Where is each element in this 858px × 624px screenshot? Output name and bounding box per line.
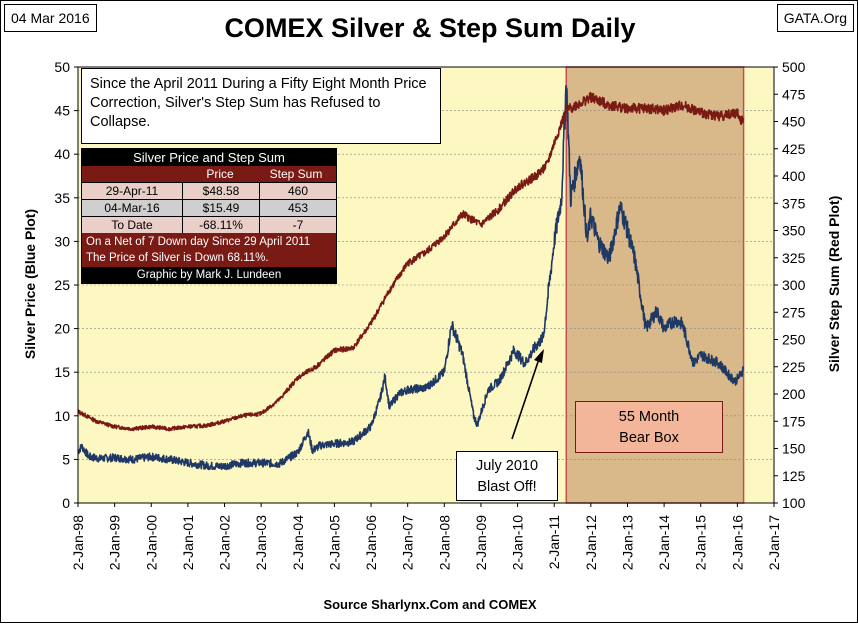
y-axis-right-label: Silver Step Sum (Red Plot) xyxy=(826,196,842,373)
site-label: GATA.Org xyxy=(776,4,854,32)
series-line-step-sum xyxy=(77,91,745,432)
y-tick-label-left: 0 xyxy=(62,495,70,511)
y-tick-label-left: 10 xyxy=(54,408,70,424)
table-header-row: Price Step Sum xyxy=(82,166,336,182)
x-tick-label: 2-Jan-15 xyxy=(693,515,709,570)
y-tick-label-left: 40 xyxy=(54,146,70,162)
table-cell: $48.58 xyxy=(183,183,260,199)
x-tick-label: 2-Jan-04 xyxy=(290,515,306,570)
x-tick-label: 2-Jan-14 xyxy=(656,515,672,570)
y-tick-label-right: 475 xyxy=(782,86,806,102)
chart-title: COMEX Silver & Step Sum Daily xyxy=(224,13,636,43)
y-tick-label-right: 325 xyxy=(782,250,806,266)
table-cell: -7 xyxy=(260,217,336,233)
y-tick-label-right: 200 xyxy=(782,386,806,402)
x-tick-label: 2-Jan-11 xyxy=(546,515,562,569)
y-tick-label-left: 5 xyxy=(62,451,70,467)
x-tick-label: 2-Jan-06 xyxy=(363,515,379,570)
annotation-note: Since the April 2011 During a Fifty Eigh… xyxy=(81,68,441,144)
y-tick-label-right: 150 xyxy=(782,441,806,457)
y-tick-label-left: 50 xyxy=(54,59,70,75)
y-tick-label-right: 125 xyxy=(782,468,806,484)
blast-off-arrowhead xyxy=(534,349,544,363)
table-cell: 453 xyxy=(260,200,336,216)
y-tick-label-right: 275 xyxy=(782,304,806,320)
x-tick-label: 2-Jan-17 xyxy=(766,515,782,570)
y-tick-label-right: 300 xyxy=(782,277,806,293)
x-tick-label: 2-Jan-98 xyxy=(70,515,86,570)
x-tick-label: 2-Jan-13 xyxy=(619,515,635,570)
y-tick-label-right: 175 xyxy=(782,413,806,429)
table-credit: Graphic by Mark J. Lundeen xyxy=(82,267,336,283)
blast-off-annotation: July 2010 Blast Off! xyxy=(456,451,558,501)
y-tick-label-left: 20 xyxy=(54,321,70,337)
table-cell: -68.11% xyxy=(183,217,260,233)
table-title: Silver Price and Step Sum xyxy=(82,149,336,166)
table-header-cell: Step Sum xyxy=(269,167,323,181)
table-cell: 04-Mar-16 xyxy=(82,200,183,216)
summary-table: Silver Price and Step Sum Price Step Sum… xyxy=(81,148,337,284)
bear-box-line: Bear Box xyxy=(619,430,679,446)
x-tick-label: 2-Jan-01 xyxy=(180,515,196,570)
x-tick-label: 2-Jan-99 xyxy=(107,515,123,570)
x-tick-label: 2-Jan-02 xyxy=(217,515,233,570)
y-tick-label-right: 350 xyxy=(782,223,806,239)
y-tick-label-left: 25 xyxy=(54,277,70,293)
table-message-line: On a Net of 7 Down day Since 29 April 20… xyxy=(86,236,311,248)
table-message: On a Net of 7 Down day Since 29 April 20… xyxy=(82,233,336,267)
y-tick-label-left: 30 xyxy=(54,233,70,249)
y-tick-label-right: 225 xyxy=(782,359,806,375)
source-label: Source Sharlynx.Com and COMEX xyxy=(323,597,537,612)
x-tick-label: 2-Jan-10 xyxy=(510,515,526,570)
y-tick-label-left: 35 xyxy=(54,190,70,206)
x-tick-label: 2-Jan-05 xyxy=(326,515,342,570)
table-cell: $15.49 xyxy=(183,200,260,216)
x-tick-label: 2-Jan-09 xyxy=(473,515,489,570)
table-header-cell xyxy=(82,166,182,182)
y-tick-label-right: 100 xyxy=(782,495,806,511)
table-row: 29-Apr-11 $48.58 460 xyxy=(82,182,336,199)
y-tick-label-left: 15 xyxy=(54,364,70,380)
blast-off-line: July 2010 xyxy=(475,458,539,474)
bear-box-annotation: 55 Month Bear Box xyxy=(575,401,723,453)
y-tick-label-right: 500 xyxy=(782,59,806,75)
x-tick-label: 2-Jan-07 xyxy=(400,515,416,570)
y-tick-label-right: 400 xyxy=(782,168,806,184)
y-axis-left-label: Silver Price (Blue Plot) xyxy=(22,209,38,359)
blast-off-arrow xyxy=(511,352,542,440)
blast-off-line: Blast Off! xyxy=(477,479,537,495)
x-tick-label: 2-Jan-12 xyxy=(583,515,599,570)
x-tick-label: 2-Jan-16 xyxy=(729,515,745,570)
table-cell: To Date xyxy=(82,217,183,233)
y-tick-label-right: 425 xyxy=(782,141,806,157)
series-line-silver-price xyxy=(77,85,745,471)
table-cell: 460 xyxy=(260,183,336,199)
x-tick-label: 2-Jan-08 xyxy=(436,515,452,570)
table-row: To Date -68.11% -7 xyxy=(82,216,336,233)
x-tick-label: 2-Jan-03 xyxy=(253,515,269,570)
x-tick-label: 2-Jan-00 xyxy=(143,515,159,570)
table-message-line: The Price of Silver is Down 68.11%. xyxy=(86,252,269,264)
table-cell: 29-Apr-11 xyxy=(82,183,183,199)
date-label: 04 Mar 2016 xyxy=(4,4,97,32)
table-header-cell: Price xyxy=(206,167,234,181)
y-tick-label-right: 450 xyxy=(782,114,806,130)
table-row: 04-Mar-16 $15.49 453 xyxy=(82,199,336,216)
bear-box-line: 55 Month xyxy=(618,409,680,425)
y-tick-label-right: 375 xyxy=(782,195,806,211)
y-tick-label-left: 45 xyxy=(54,103,70,119)
y-tick-label-right: 250 xyxy=(782,332,806,348)
